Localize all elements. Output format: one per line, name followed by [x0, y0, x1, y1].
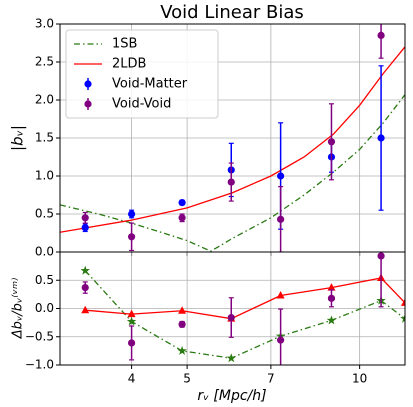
marker [80, 265, 90, 275]
y-tick-label: 1.5 [35, 131, 54, 145]
legend-label: 1SB [112, 37, 137, 52]
y-tick-label: 0.0 [35, 245, 54, 259]
x-axis-label: rᵥ [Mpc/h] [197, 388, 266, 404]
marker [326, 315, 337, 325]
y-tick-label: 0.5 [35, 207, 54, 221]
line [84, 270, 405, 359]
y-axis-label: |bᵥ| [9, 125, 27, 151]
point [127, 233, 136, 241]
point [127, 339, 136, 347]
legend-label: 2LDB [112, 57, 146, 72]
x-tick-label: 4 [128, 372, 136, 386]
point [127, 210, 136, 218]
y-tick-label: 1.0 [35, 169, 54, 183]
x-tick-label: 5 [183, 372, 191, 386]
point [227, 178, 235, 186]
line [60, 94, 405, 252]
x-tick-label: 7 [267, 372, 275, 386]
marker [400, 313, 405, 323]
marker [401, 298, 405, 306]
y-tick-label: −1.0 [25, 358, 54, 372]
y-tick-label: 0.0 [35, 301, 54, 315]
point [178, 214, 186, 222]
axes-frame [59, 251, 406, 366]
x-tick-label: 10 [352, 372, 367, 386]
y-axis-label: Δbᵥ/bᵥ⁽ᵛᵐ⁾ [11, 278, 26, 340]
point [277, 172, 285, 180]
point [178, 320, 186, 328]
legend-label: Void-Void [112, 97, 171, 112]
point [178, 199, 186, 207]
marker [126, 316, 137, 326]
point [81, 283, 89, 292]
marker [327, 283, 336, 291]
line [60, 46, 405, 233]
marker [81, 305, 90, 314]
legend-swatch [84, 80, 92, 88]
point [377, 31, 385, 39]
marker [177, 345, 187, 355]
y-tick-label: 0.5 [35, 273, 54, 287]
marker [276, 291, 285, 299]
chart-title: Void Linear Bias [160, 2, 304, 23]
plot-area [80, 252, 405, 365]
point [227, 313, 235, 322]
legend-swatch [84, 100, 92, 108]
y-tick-label: −0.5 [25, 329, 54, 343]
legend-box [65, 29, 219, 119]
y-tick-label: 2.0 [35, 93, 54, 107]
marker [178, 306, 187, 314]
plot-area [60, 24, 405, 252]
point [81, 224, 89, 232]
point [277, 215, 285, 223]
marker [127, 309, 136, 318]
y-tick-label: 3.0 [35, 17, 54, 31]
line [85, 277, 405, 320]
point [81, 214, 89, 222]
point [327, 294, 336, 302]
point [327, 138, 336, 146]
y-tick-label: 2.5 [35, 55, 54, 69]
point [377, 252, 385, 260]
point [277, 336, 285, 344]
point [377, 134, 385, 142]
marker [226, 353, 237, 363]
legend-label: Void-Matter [112, 77, 188, 92]
